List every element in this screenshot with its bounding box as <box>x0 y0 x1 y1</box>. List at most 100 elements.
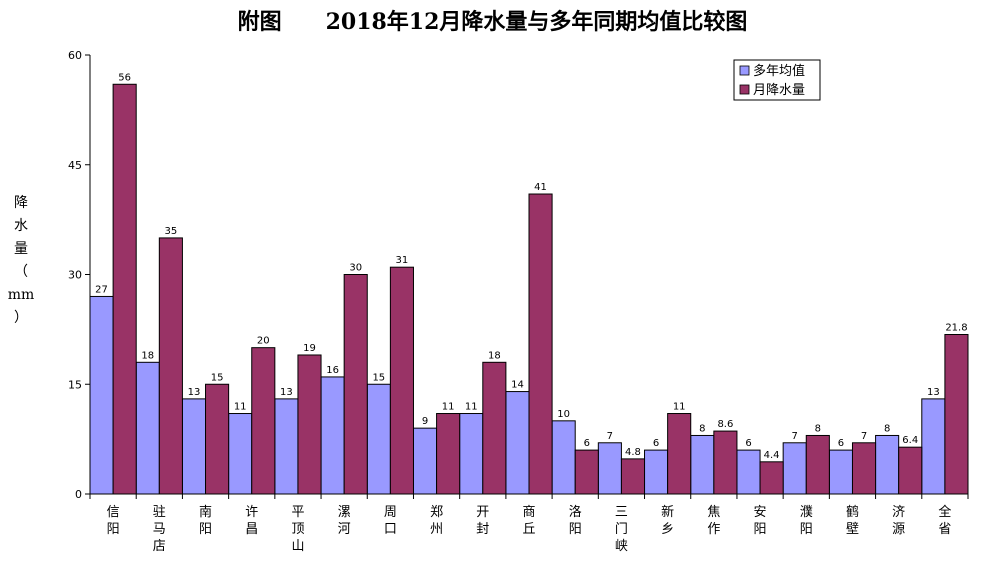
bar-series-1-12 <box>667 413 692 495</box>
bars-layer <box>89 83 969 495</box>
data-label-series-0-16: 6 <box>838 438 844 449</box>
category-label-11: 三门峡 <box>615 505 628 554</box>
data-label-series-1-15: 8 <box>815 423 821 434</box>
data-label-series-1-12: 11 <box>673 402 686 413</box>
chart-title-text: 2018年12月降水量与多年同期均值比较图 <box>325 9 748 35</box>
category-label-10: 洛阳 <box>569 505 582 537</box>
data-label-series-0-10: 10 <box>557 409 570 420</box>
category-label-18: 全省 <box>938 504 951 537</box>
y-tick-label-1: 15 <box>68 378 82 391</box>
category-label-17: 济源 <box>892 505 905 537</box>
data-label-series-1-4: 19 <box>303 343 316 354</box>
bar-series-0-11 <box>597 442 622 495</box>
data-label-series-0-12: 6 <box>653 438 659 449</box>
data-label-series-0-5: 16 <box>326 365 339 376</box>
data-label-series-1-18: 21.8 <box>945 322 967 333</box>
category-label-13: 焦作 <box>707 505 720 537</box>
bar-series-0-14 <box>736 449 761 495</box>
category-label-7: 郑州 <box>430 505 443 537</box>
y-ticks-layer: 0 15 30 45 60 <box>68 49 90 501</box>
bar-series-1-15 <box>805 434 830 495</box>
legend-swatch-series-1 <box>739 84 750 95</box>
bar-series-1-4 <box>297 354 322 495</box>
data-label-series-0-4: 13 <box>280 387 293 398</box>
data-label-series-0-18: 13 <box>927 387 940 398</box>
bar-series-0-5 <box>320 376 345 495</box>
category-label-2: 南阳 <box>199 504 212 537</box>
category-label-6: 周口 <box>384 505 397 537</box>
data-label-series-0-6: 15 <box>372 372 385 383</box>
bar-series-0-17 <box>875 434 900 495</box>
category-label-3: 许昌 <box>245 505 258 537</box>
data-label-series-1-11: 4.8 <box>625 447 641 458</box>
data-label-series-1-14: 4.4 <box>764 450 780 461</box>
y-axis-label: 降水量（mm） <box>7 195 35 326</box>
legend-swatch-series-0 <box>739 65 750 76</box>
bar-series-0-7 <box>412 427 438 495</box>
bar-series-0-10 <box>551 420 576 495</box>
y-tick-label-0: 0 <box>75 488 82 501</box>
data-label-series-1-2: 15 <box>211 372 224 383</box>
data-label-series-0-9: 14 <box>511 380 524 391</box>
y-tick-label-3: 45 <box>68 159 82 172</box>
bar-series-1-11 <box>620 458 646 495</box>
data-label-series-1-3: 20 <box>257 336 270 347</box>
data-label-series-0-1: 18 <box>141 350 154 361</box>
data-label-series-1-6: 31 <box>396 255 409 266</box>
bar-series-0-15 <box>782 442 807 495</box>
bar-series-1-8 <box>482 361 507 495</box>
data-label-series-0-7: 9 <box>422 416 428 427</box>
data-label-series-0-15: 7 <box>792 431 798 442</box>
y-tick-label-2: 30 <box>68 269 82 282</box>
bar-series-1-18 <box>944 333 969 495</box>
data-label-series-0-14: 6 <box>745 438 751 449</box>
data-label-series-0-2: 13 <box>188 387 201 398</box>
legend-label-series-1: 月降水量 <box>753 83 805 98</box>
data-label-series-0-17: 8 <box>884 423 890 434</box>
category-label-0: 信阳 <box>107 505 120 537</box>
data-label-series-1-10: 6 <box>584 438 590 449</box>
bar-series-0-6 <box>366 383 391 495</box>
bar-series-0-8 <box>459 413 484 495</box>
data-label-series-1-7: 11 <box>442 402 455 413</box>
category-label-4: 平顶山 <box>291 505 304 554</box>
bar-series-0-9 <box>505 391 530 495</box>
category-label-9: 商丘 <box>522 505 535 537</box>
category-label-5: 漯河 <box>338 505 351 537</box>
legend-label-series-0: 多年均值 <box>753 63 805 79</box>
bar-series-1-17 <box>898 446 923 495</box>
data-label-series-1-0: 56 <box>118 72 131 83</box>
bar-series-1-6 <box>389 266 414 495</box>
data-label-series-1-9: 41 <box>534 182 547 193</box>
chart-title: 附图 2018年12月降水量与多年同期均值比较图 <box>0 4 985 36</box>
bar-series-0-13 <box>690 434 715 495</box>
data-label-series-0-3: 11 <box>234 402 247 413</box>
bar-series-1-14 <box>759 461 784 495</box>
bar-series-1-10 <box>574 449 599 495</box>
bar-series-1-7 <box>436 413 461 495</box>
legend: 多年均值 月降水量 <box>733 59 821 101</box>
data-label-series-1-16: 7 <box>861 431 867 442</box>
bar-series-0-2 <box>181 398 207 495</box>
bar-series-1-16 <box>851 442 877 495</box>
data-label-series-0-0: 27 <box>95 284 108 295</box>
y-tick-label-4: 60 <box>68 49 82 62</box>
category-label-8: 开封 <box>476 505 489 537</box>
data-label-series-1-8: 18 <box>488 350 501 361</box>
bar-series-1-9 <box>528 193 553 495</box>
data-label-series-1-17: 6.4 <box>902 435 918 446</box>
data-label-series-1-1: 35 <box>165 226 178 237</box>
bar-series-1-13 <box>713 430 738 495</box>
data-label-series-0-13: 8 <box>699 423 705 434</box>
data-labels-layer: 27 18 13 11 13 16 15 9 11 14 10 7 6 8 6 7 6 8 13 56 35 15 20 19… <box>95 72 967 461</box>
bar-series-1-5 <box>343 274 368 495</box>
category-label-15: 濮阳 <box>800 505 813 537</box>
bar-series-0-18 <box>921 398 946 495</box>
bar-series-0-12 <box>644 449 669 495</box>
bar-series-0-4 <box>274 398 299 495</box>
bar-series-0-0 <box>89 295 114 495</box>
bar-series-1-2 <box>205 383 230 495</box>
data-label-series-1-13: 8.6 <box>717 419 733 430</box>
category-label-1: 驻马店 <box>153 505 166 554</box>
bar-series-1-0 <box>112 83 137 495</box>
